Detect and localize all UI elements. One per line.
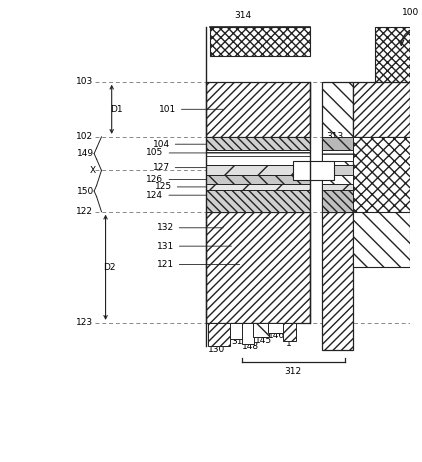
Text: 312: 312 xyxy=(284,367,302,377)
Bar xyxy=(322,137,353,150)
Bar xyxy=(322,82,353,212)
Text: 126: 126 xyxy=(146,175,215,184)
Bar xyxy=(322,175,353,184)
Text: 131: 131 xyxy=(157,242,231,251)
Bar xyxy=(206,156,310,165)
Bar xyxy=(206,184,310,190)
Bar xyxy=(353,137,410,212)
Text: 124: 124 xyxy=(146,191,211,200)
Text: 127: 127 xyxy=(152,163,227,172)
Text: 123: 123 xyxy=(76,318,93,328)
Text: 100: 100 xyxy=(402,8,419,18)
Bar xyxy=(268,323,284,333)
Bar xyxy=(322,150,353,161)
Text: X: X xyxy=(90,166,96,175)
Bar xyxy=(283,323,295,341)
Text: 103: 103 xyxy=(76,77,93,86)
Text: 145: 145 xyxy=(254,336,272,345)
Text: 104: 104 xyxy=(152,140,211,149)
Bar xyxy=(322,190,353,212)
Bar xyxy=(206,190,310,212)
Bar xyxy=(206,82,310,137)
Bar xyxy=(353,82,410,137)
Bar xyxy=(253,323,269,337)
Text: 122: 122 xyxy=(76,207,93,216)
Bar xyxy=(208,323,230,346)
Text: 150: 150 xyxy=(77,187,95,195)
Text: 102: 102 xyxy=(76,132,93,141)
Text: 149: 149 xyxy=(77,149,95,158)
Bar xyxy=(322,184,353,190)
Text: 148: 148 xyxy=(242,342,260,351)
Bar xyxy=(353,212,410,267)
Bar xyxy=(322,165,353,175)
Bar xyxy=(322,212,353,350)
Text: 121: 121 xyxy=(157,260,240,269)
Text: 313: 313 xyxy=(326,132,344,141)
Text: 101: 101 xyxy=(159,105,223,114)
Text: 125: 125 xyxy=(154,182,231,191)
Bar xyxy=(206,175,310,184)
Bar xyxy=(241,323,254,344)
Bar xyxy=(206,137,310,150)
Text: D1: D1 xyxy=(110,105,123,114)
Bar xyxy=(375,27,410,224)
Bar xyxy=(206,150,310,156)
Bar xyxy=(206,165,310,175)
Text: 314: 314 xyxy=(234,11,252,20)
Text: D2: D2 xyxy=(103,263,116,272)
Text: 315: 315 xyxy=(231,337,249,346)
Bar xyxy=(210,27,310,56)
Text: 105: 105 xyxy=(146,148,219,158)
Text: 130: 130 xyxy=(208,345,225,354)
Text: 1: 1 xyxy=(286,339,292,348)
Bar xyxy=(206,212,310,323)
Bar xyxy=(293,161,334,180)
Text: 132: 132 xyxy=(157,223,223,232)
Text: 146: 146 xyxy=(268,331,285,340)
Bar xyxy=(230,323,242,339)
